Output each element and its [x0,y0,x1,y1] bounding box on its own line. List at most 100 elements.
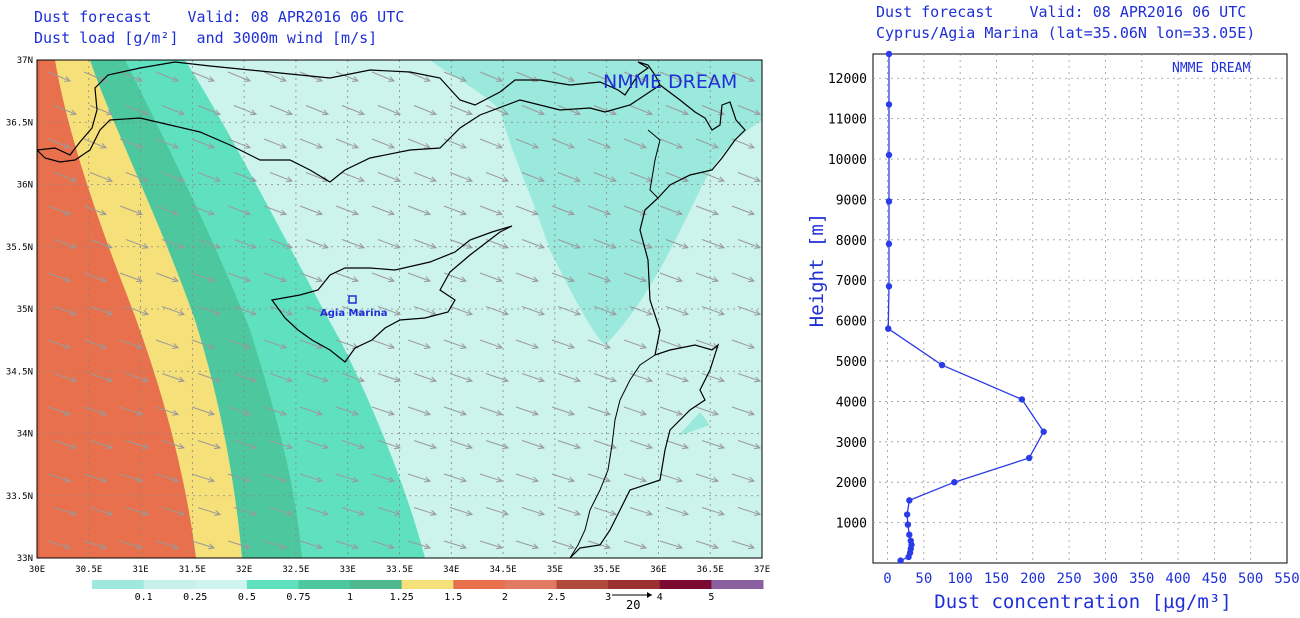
wind-arrow [701,373,726,383]
lat-tick-label: 37N [17,56,33,66]
wind-arrow [377,507,402,516]
wind-arrow [623,272,648,283]
wind-arrow [155,71,180,82]
map-watermark: NMME DREAM [603,71,737,93]
wind-arrow [449,440,474,450]
profile-point [885,151,893,159]
y-tick-label: 11000 [828,113,867,128]
wind-arrow [485,440,510,450]
wind-arrow [53,306,78,316]
wind-arrow [371,205,396,216]
wind-arrow [119,205,144,216]
wind-arrow [83,406,108,416]
wind-arrow [125,507,150,516]
wind-arrow [479,138,504,149]
x-axis-label: Dust concentration [µg/m³] [934,591,1231,613]
wind-arrow [593,306,618,316]
wind-arrow [53,507,78,516]
wind-arrow [623,71,648,82]
wind-arrow [551,71,576,82]
wind-arrow [155,138,180,149]
lon-tick-label: 33.5E [386,565,413,575]
wind-arrow [233,105,258,116]
wind-arrow [83,205,108,216]
wind-arrow [587,272,612,283]
wind-arrow [623,138,648,149]
wind-arrow [443,272,468,283]
wind-arrow [335,406,360,416]
wind-arrow [125,172,150,183]
wind-arrow [731,339,756,349]
map-tick-labels: 30E 30.5E 31E 31.5E 32E 32.5E 33E 33.5E 34E 34.5E… [6,56,770,575]
map-title-line2: Dust load [g/m²] and 3000m wind [m/s] [34,29,378,47]
lon-tick-label: 36.5E [697,565,724,575]
wind-arrow [233,239,258,249]
profile-frame [872,53,1288,564]
wind-arrow [47,205,72,216]
profile-point [903,511,911,518]
wind-arrow [737,507,762,516]
wind-arrow [701,172,726,183]
x-tick-label: 500 [1238,571,1263,587]
wind-arrow [479,473,504,483]
wind-arrow [119,473,144,483]
wind-arrow [371,339,396,349]
wind-arrow [629,306,654,316]
wind-arrow [299,205,324,216]
wind-arrow [83,540,108,550]
wind-arrow [377,239,402,249]
colorbar-segment [143,580,196,589]
wind-arrow [263,339,288,349]
wind-arrow [371,540,396,550]
wind-arrow [659,272,684,283]
wind-arrow [53,105,78,116]
wind-arrow [47,339,72,349]
x-tick-label: 50 [915,571,932,587]
x-tick-label: 250 [1056,571,1081,587]
wind-arrow [191,406,216,416]
wind-arrow [557,239,582,249]
wind-arrow [341,172,366,183]
wind-arrow [593,373,618,383]
dust-load-contours: Agia Marina NMME DREAM [37,60,762,558]
colorbar-segment [659,580,712,589]
wind-arrow [551,205,576,216]
wind-arrow [449,373,474,383]
lat-tick-label: 34.5N [6,367,33,377]
wind-arrow [587,473,612,483]
wind-arrow [83,339,108,349]
lat-tick-label: 34N [17,430,33,440]
wind-arrow [335,272,360,283]
x-tick-label: 100 [948,571,973,587]
wind-arrow [305,239,330,249]
lon-tick-label: 31E [132,565,148,575]
profile-point [885,50,893,58]
wind-arrow [695,138,720,149]
wind-arrow [551,339,576,349]
profile-point [885,101,893,108]
wind-arrow [521,239,546,249]
wind-arrow [659,540,684,550]
wind-arrow [587,71,612,82]
wind-arrow [119,272,144,283]
profile-point [906,531,913,538]
wind-arrow [377,105,402,116]
wind-arrow [407,205,432,216]
wind-arrow [623,339,648,349]
wind-arrow [299,406,324,416]
wind-arrow [557,440,582,450]
wind-arrow [341,306,366,316]
wind-reference: 20 [612,592,652,612]
wind-arrow [695,540,720,550]
wind-arrow [47,406,72,416]
x-tick-label: 400 [1165,571,1190,587]
wind-arrow [269,507,294,516]
wind-arrow [551,138,576,149]
profile-point [938,361,946,369]
profile-axes: 0 50 100 150 200 250 300 350 400 450 500 550 1000 200… [828,72,1300,587]
wind-arrow [119,406,144,416]
wind-arrow [587,339,612,349]
wind-arrow [263,138,288,149]
lat-tick-label: 36N [17,181,33,191]
wind-arrow [551,406,576,416]
